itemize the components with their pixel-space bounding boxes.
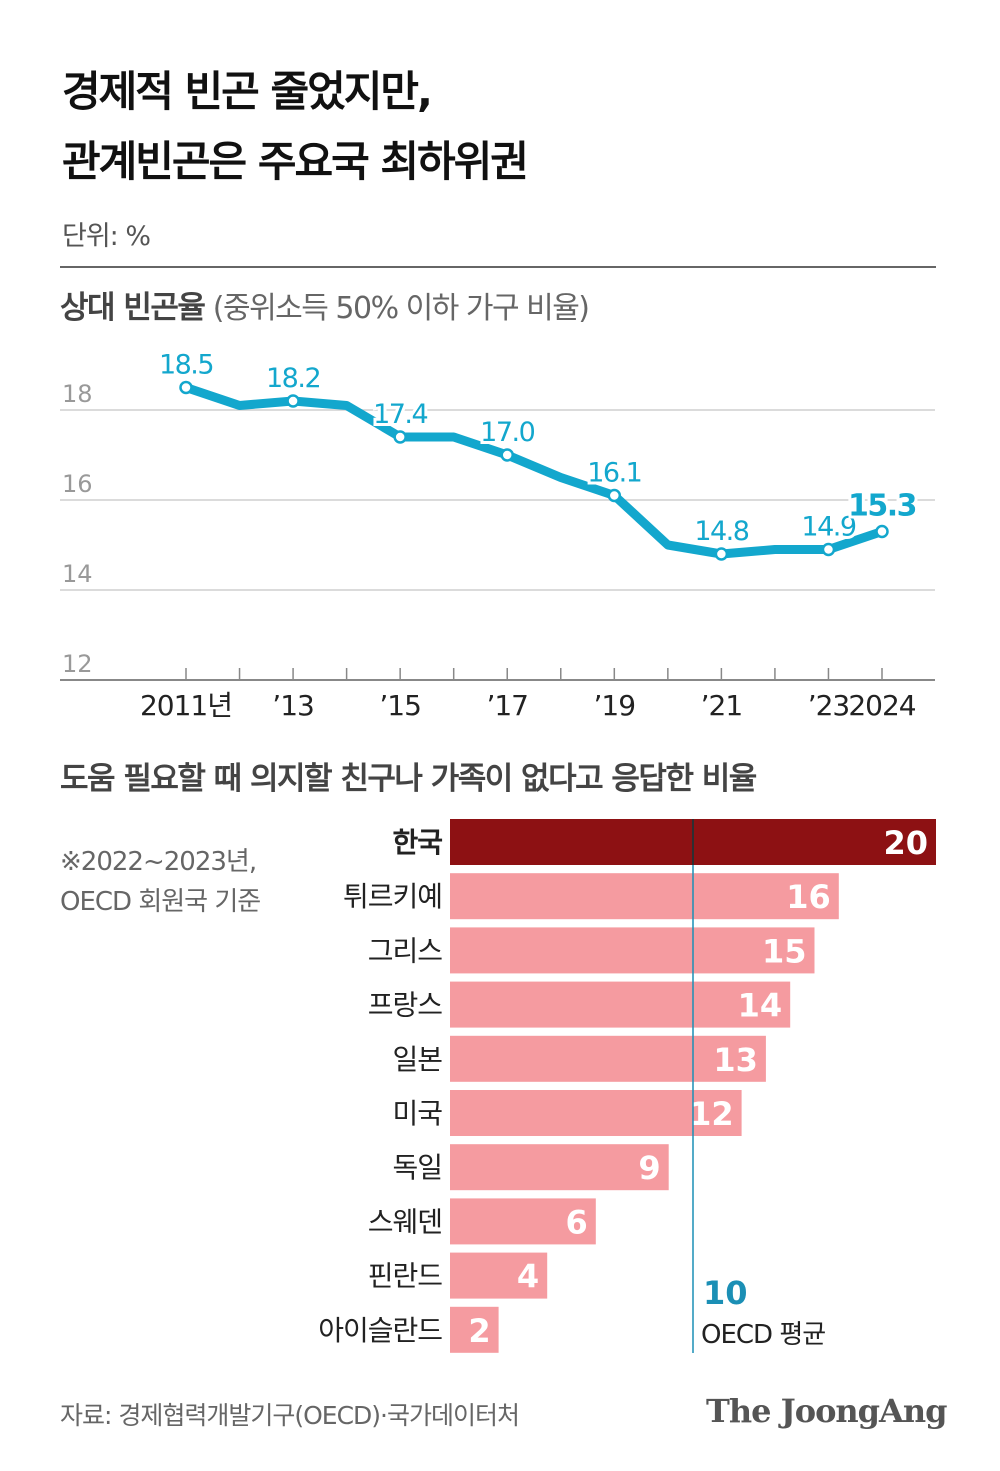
value-label: 13: [713, 1041, 758, 1079]
y-tick-label: 12: [62, 650, 93, 678]
value-label: 9: [638, 1149, 660, 1187]
data-point-2011: [179, 380, 193, 395]
category-label: 미국: [392, 1097, 442, 1130]
line-chart-heading: 상대 빈곤율 (중위소득 50% 이하 가구 비율): [60, 282, 590, 327]
bar-3: [450, 927, 815, 974]
bar-5: [450, 1035, 766, 1082]
data-point-2023: [821, 542, 836, 557]
note-line-2: OECD 회원국 기준: [60, 887, 261, 917]
y-tick-label: 16: [62, 470, 93, 498]
bar-8: [450, 1198, 596, 1245]
bar-7: [450, 1144, 669, 1191]
bar-9: [450, 1252, 548, 1299]
title-line-1: 경제적 빈곤 줄었지만,: [62, 67, 433, 116]
publisher-logo: The JoongAng: [706, 1392, 948, 1430]
category-label: 한국: [392, 826, 442, 859]
bar-chart-heading: 도움 필요할 때 의지할 친구나 가족이 없다고 응답한 비율: [60, 761, 757, 797]
category-label: 핀란드: [368, 1260, 443, 1293]
line-chart-title: 상대 빈곤율: [60, 290, 206, 326]
data-label-2019: 16.1: [587, 458, 641, 489]
bar-2: [450, 873, 839, 920]
y-tick-label: 18: [62, 380, 93, 408]
data-label-2023: 14.9: [801, 512, 855, 543]
category-label: 튀르키예: [343, 880, 442, 913]
category-label: 독일: [392, 1151, 442, 1184]
line-chart-subtitle: (중위소득 50% 이하 가구 비율): [212, 291, 590, 326]
x-tick-label: 2011년: [140, 689, 232, 722]
bar-10: [450, 1306, 499, 1353]
data-point-2013: [286, 394, 300, 408]
data-point-2021: [714, 547, 729, 561]
line-chart: 12 14 16 18 2011년 ’13 ’15 ’17 ’19 ’21 ’23 2024 18.5 1…: [60, 347, 935, 722]
bar-4: [450, 981, 791, 1028]
data-label-2021: 14.8: [694, 516, 748, 547]
x-tick-label: ’23: [808, 689, 850, 722]
value-label: 14: [738, 987, 783, 1025]
source-note: 자료: 경제협력개발기구(OECD)·국가데이터처: [60, 1401, 520, 1430]
oecd-average-value: 10: [703, 1274, 748, 1312]
value-label: 20: [883, 824, 928, 862]
bar-chart-note: ※2022~2023년, OECD 회원국 기준: [60, 842, 261, 922]
category-label: 일본: [392, 1043, 442, 1076]
data-point-2019: [607, 488, 622, 503]
x-tick-label: ’15: [379, 689, 421, 722]
category-label: 그리스: [368, 934, 443, 967]
category-label: 스웨덴: [368, 1205, 442, 1238]
unit-label: 단위: %: [62, 221, 151, 252]
x-tick-label: ’19: [594, 689, 636, 722]
oecd-average-label: OECD 평균: [701, 1320, 825, 1350]
note-line-1: ※2022~2023년,: [60, 847, 257, 877]
x-tick-label: ’17: [486, 689, 528, 722]
value-label: 16: [786, 878, 831, 916]
category-label: 프랑스: [368, 989, 443, 1022]
x-tick-label: ’13: [272, 689, 314, 722]
y-tick-label: 14: [62, 560, 93, 588]
data-label-2024: 15.3: [848, 489, 916, 524]
value-label: 4: [517, 1258, 539, 1296]
value-label: 12: [689, 1095, 734, 1133]
x-tick-label: ’21: [701, 689, 743, 722]
series-line-poverty-rate: [181, 383, 887, 559]
bar-chart: 한국 20 튀르키예 16 그리스 15 프랑스 14 일본 13 미국 12 독일 9 스웨덴 6 핀란드 4 아…: [318, 819, 936, 1353]
title-line-2: 관계빈곤은 주요국 최하위권: [62, 137, 529, 186]
data-label-2013: 18.2: [266, 363, 320, 394]
data-label-2015: 17.4: [373, 399, 427, 430]
value-label: 2: [468, 1312, 490, 1350]
value-label: 6: [566, 1203, 588, 1241]
data-point-2017: [500, 448, 514, 462]
data-point-2015: [393, 430, 407, 444]
x-tick-label: 2024: [848, 689, 915, 722]
data-label-2017: 17.0: [480, 417, 534, 448]
data-label-2011: 18.5: [159, 350, 213, 381]
value-label: 15: [762, 932, 807, 970]
data-point-2024: [875, 524, 889, 539]
category-label: 아이슬란드: [318, 1314, 442, 1347]
divider: [60, 266, 936, 268]
